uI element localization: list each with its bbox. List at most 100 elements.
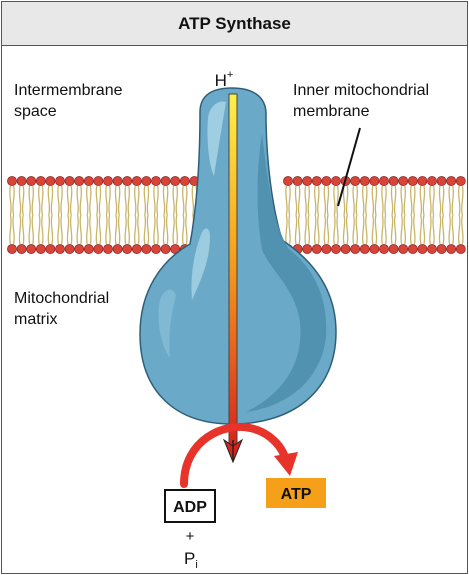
lipid-head [74,176,85,186]
lipid-tail [66,185,70,216]
lipid-tail [393,185,397,216]
lipid-tail [31,214,35,245]
lipid-head [311,244,322,254]
lipid-tail [285,185,288,216]
lipid-head [141,244,152,254]
lipid-tail [457,185,461,216]
lipid-tail [133,214,137,245]
protein-highlight-bottom [191,228,210,300]
lipid-head [35,244,46,254]
lipid-tail [288,185,291,216]
lipid-tail [432,185,435,216]
lipid-tail [355,185,359,216]
lipid-tail [76,185,79,216]
lipid-tail [60,185,63,216]
lipid-head [16,244,27,254]
lipid-tail [313,214,317,245]
lipid-tail [57,185,60,216]
lipid-tail [37,185,41,216]
lipid-tail [326,214,330,245]
lipid-tail [419,214,423,245]
lipid-head [55,176,65,186]
intermembrane-space-label: Intermembrane space [14,80,123,122]
lipid-tail [361,214,365,245]
lipid-head [417,244,428,254]
lipid-tail [69,214,73,245]
lipid-tail [390,185,394,216]
lipid-tail [297,214,301,245]
lipid-tail [345,214,349,245]
lipid-head [436,176,447,186]
protein-highlight-bulb [158,289,176,358]
lipid-head [331,244,341,254]
atp-synthase-protein [139,87,337,425]
lipid-tail [374,214,378,245]
phosphate-label: Pi [184,549,198,571]
lipid-head [26,176,37,186]
lipid-tail [403,185,407,216]
lipid-head [292,176,303,186]
lipid-tail [400,214,403,245]
lipid-head [93,176,104,186]
lipid-tail [89,185,92,216]
lipid-tail [181,214,185,245]
lipid-head [93,244,104,254]
lipid-head [122,244,133,254]
lipid-tail [429,185,432,216]
inner-membrane-line-1: Inner mitochondrial [293,82,430,99]
lipid-head [74,244,85,254]
lipid-tail [124,185,127,216]
lipid-head [83,244,94,254]
lipid-tail [50,185,54,216]
lipid-head [35,176,46,186]
lipid-head [16,176,27,186]
lipid-tail [124,214,127,245]
lipid-tail [422,214,426,245]
lipid-tail [432,214,435,245]
lipid-tail [409,185,413,216]
lipid-tail [153,185,156,216]
lipid-head [112,244,123,254]
lipid-head [350,244,361,254]
lipid-head [359,176,370,186]
lipid-tail [146,214,150,245]
lipid-tail [69,185,73,216]
intermembrane-line-2: space [14,103,57,120]
lipid-tail [79,214,83,245]
lipid-head [7,244,17,254]
lipid-tail [162,185,166,216]
lipid-head [455,176,466,186]
lipid-tail [345,185,349,216]
lipid-tail [105,185,108,216]
lipid-tail [185,214,188,245]
lipid-tail [98,185,102,216]
lipid-tail [137,214,140,245]
lipid-tail [326,185,330,216]
matrix-label: Mitochondrial matrix [14,288,109,330]
lipid-tail [438,214,442,245]
lipid-tail [85,214,89,245]
lipid-tail [429,214,432,245]
lipid-head [160,176,171,186]
lipid-tail [108,185,111,216]
lipid-tail [451,214,455,245]
protein-body [139,87,337,425]
lipid-tail [18,185,22,216]
lipid-tail [336,214,339,245]
lipid-tail [95,185,99,216]
lipid-head [369,176,380,186]
lipid-tail [21,185,25,216]
lipid-head [369,244,380,254]
lipid-tail [371,214,375,245]
lipid-head [398,244,409,254]
plus-sign: + [186,528,195,545]
lipid-tail [461,214,464,245]
lipid-head [160,244,171,254]
lipid-tail [165,214,169,245]
lipid-tail [156,185,159,216]
lipid-head [311,176,322,186]
lipid-tail [294,214,298,245]
lipid-tail [85,185,89,216]
